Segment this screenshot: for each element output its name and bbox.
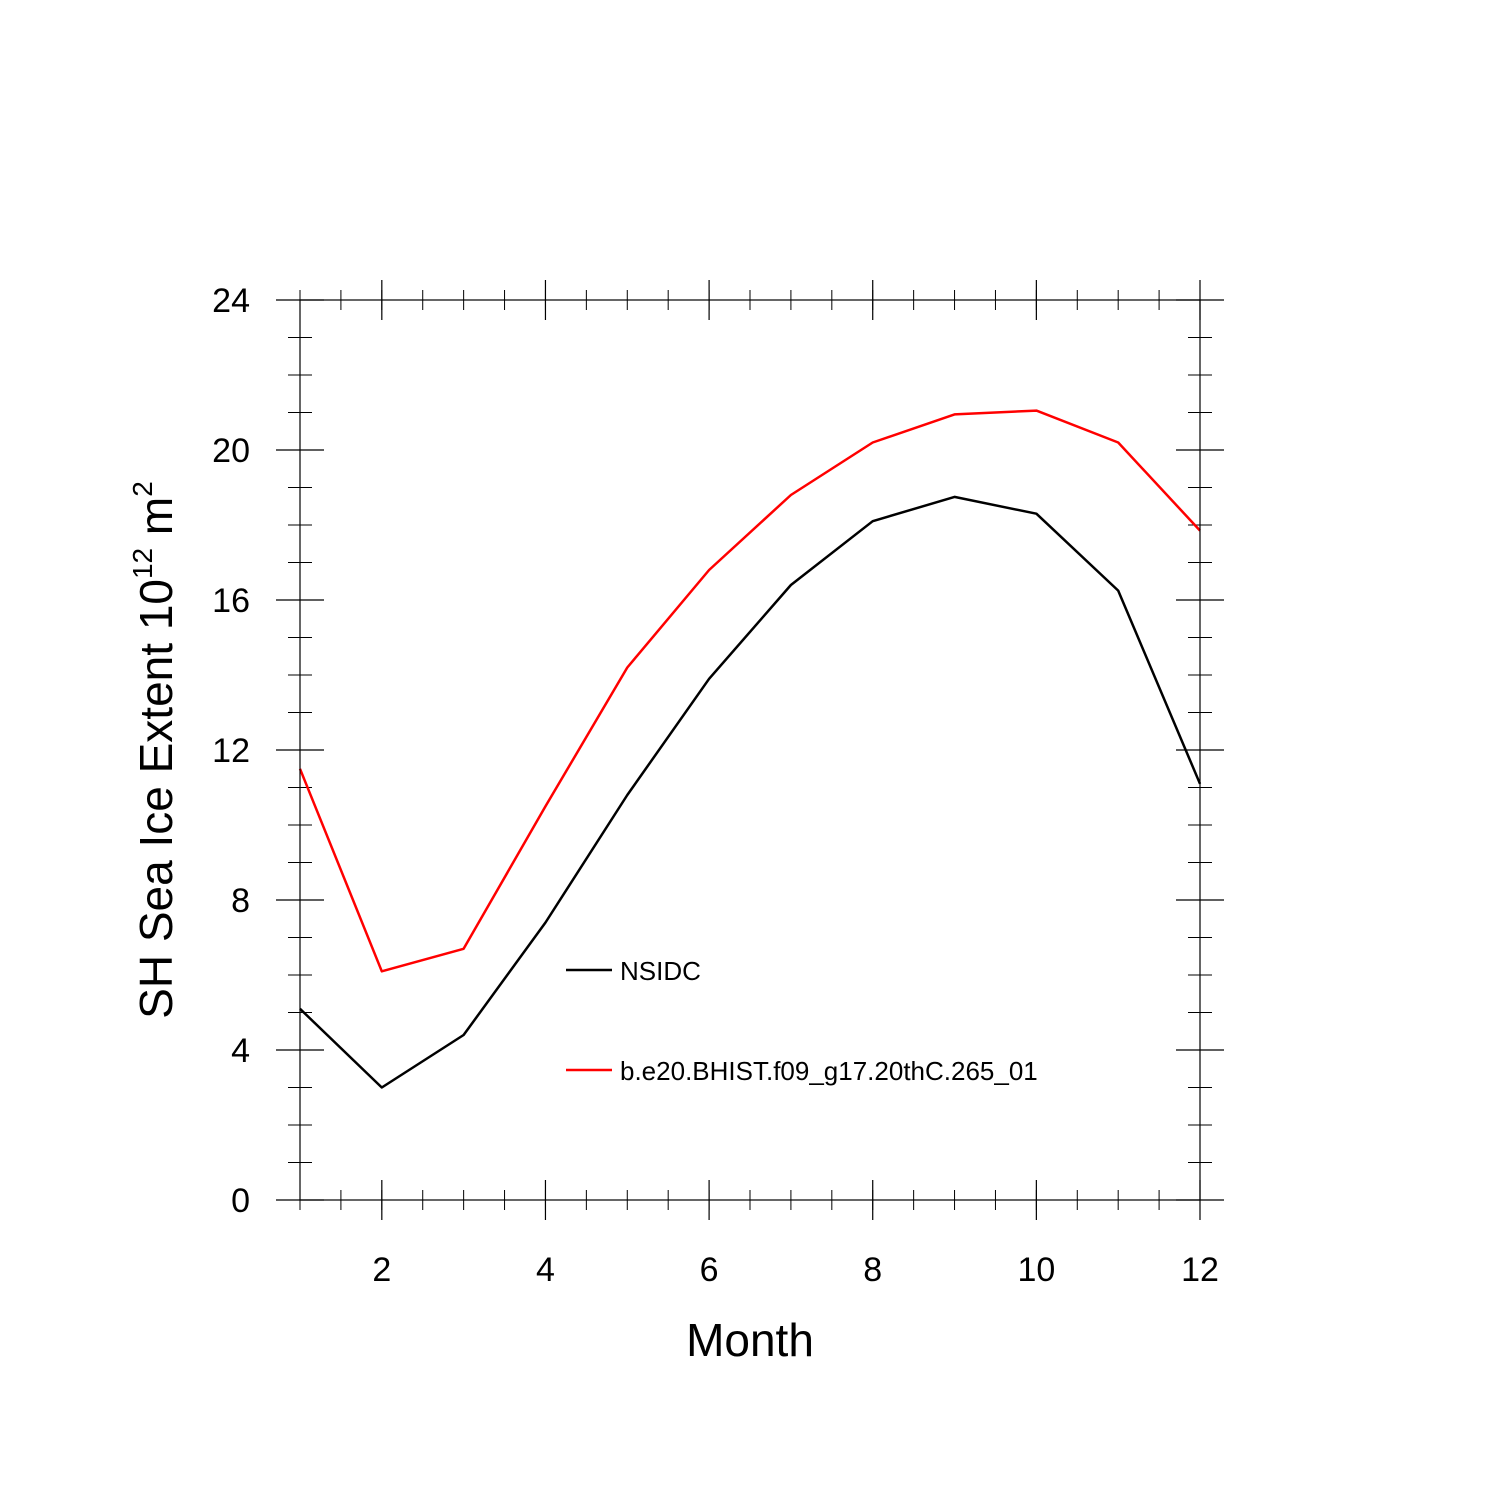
series-lines xyxy=(298,409,1202,1089)
y-tick-label: 20 xyxy=(212,432,250,470)
y-axis-label: SH Sea Ice Extent 1012 m2 xyxy=(127,481,182,1019)
y-axis-label-exponent-2: 2 xyxy=(127,481,158,497)
y-tick-label: 24 xyxy=(212,282,250,320)
y-tick-label: 8 xyxy=(231,882,250,920)
plot-frame xyxy=(299,299,1201,1201)
series-line-nsidc xyxy=(299,495,1202,1089)
series-line-model xyxy=(298,409,1201,973)
y-tick-label: 0 xyxy=(231,1182,250,1220)
y-axis-label-exponent-1: 12 xyxy=(127,548,158,579)
y-tick-label: 16 xyxy=(212,582,250,620)
legend-label-nsidc: NSIDC xyxy=(620,956,701,986)
x-tick-label: 8 xyxy=(863,1251,882,1289)
x-tick-label: 2 xyxy=(372,1251,391,1289)
x-tick-label: 4 xyxy=(536,1251,555,1289)
y-tick-label: 4 xyxy=(231,1032,250,1070)
x-tick-label: 10 xyxy=(1017,1251,1055,1289)
x-tick-label: 12 xyxy=(1181,1251,1219,1289)
legend: NSIDC b.e20.BHIST.f09_g17.20thC.265_01 xyxy=(566,956,1038,1086)
y-axis-label-prefix: SH Sea Ice Extent 10 xyxy=(130,579,182,1019)
y-tick-label: 12 xyxy=(212,732,250,770)
y-axis-label-middle: m xyxy=(130,497,182,548)
x-tick-label: 6 xyxy=(700,1251,719,1289)
x-axis-label: Month xyxy=(686,1314,814,1366)
legend-label-model: b.e20.BHIST.f09_g17.20thC.265_01 xyxy=(620,1056,1038,1086)
